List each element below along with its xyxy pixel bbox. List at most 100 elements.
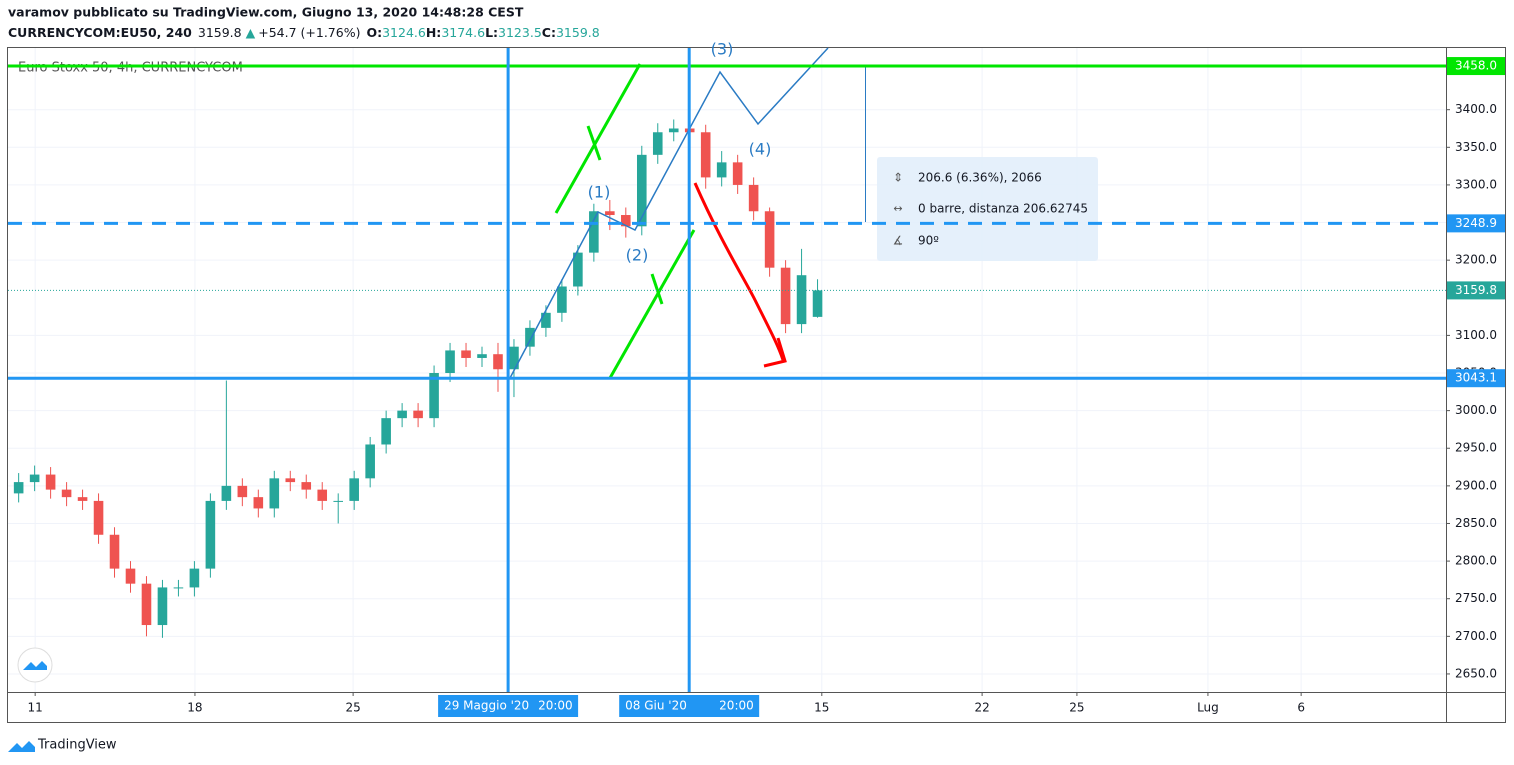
arrow: ▲ [246,25,256,40]
candle-body [621,215,631,227]
x-tick-label: 25 [1069,701,1084,715]
c-value: 3159.8 [556,25,600,40]
candle-body [397,410,407,419]
y-tick-label: 3100.0 [1455,328,1497,342]
candle-body [77,497,88,501]
candle-body [429,373,439,419]
candle-body [796,275,807,325]
grid [8,48,1446,692]
icon: ∡ [893,234,904,248]
last-price: 3159.8 [198,25,242,40]
h-value: 3174.6 [441,25,485,40]
channel-mark [586,125,602,161]
candle-body [748,184,759,212]
candle-body [589,211,599,253]
candle-body [93,500,104,535]
logo-button[interactable] [17,647,53,683]
channel-line [608,229,696,379]
candle-body [652,132,663,155]
candle-body [461,350,471,358]
x-tick-label: 11 [28,701,43,715]
wave-label: (1) [588,183,611,202]
candle-body [29,474,40,483]
candle-body [285,478,296,483]
candle-body [365,444,375,479]
candle-body [221,485,232,501]
wave-line [509,47,829,379]
y-tick-label: 3350.0 [1455,140,1497,154]
y-tick-label: 2900.0 [1455,478,1497,492]
y-tick-label: 3000.0 [1455,403,1497,417]
candle-body [812,290,823,317]
symbol: CURRENCYCOM:EU50, 240 [8,25,192,40]
candle-body [61,489,72,498]
measure-text: 206.6 (6.36%), 2066 [918,171,1042,185]
y-tick-label: 2750.0 [1455,591,1497,605]
candle-body [557,286,567,313]
price-label: 3043.1 [1455,371,1497,385]
footer-logo [8,741,35,752]
price-label: 3248.9 [1455,216,1497,230]
candle-body [109,534,120,569]
x-tick-label: 15 [814,701,829,715]
candle-body [493,354,503,370]
o-label: O: [366,25,382,40]
x-tick-label: 25 [345,701,360,715]
channel-line [554,63,642,214]
candle-body [269,478,280,509]
symbol-line: CURRENCYCOM:EU50, 240 3159.8 ▲ +54.7 (+1.76… [8,25,600,40]
price-label-bg [1447,57,1505,76]
x-tick-label: 22 [974,701,989,715]
o-value: 3124.6 [382,25,426,40]
red-arrow-head [763,337,787,368]
candle-body [253,497,264,509]
publisher: varamov pubblicato su TradingView.com, G… [8,5,524,20]
candle-body [157,587,168,626]
candle-body [541,312,551,328]
date-marker-label: 29 Maggio '20 [444,699,529,713]
channel-mark [650,273,664,305]
drawings [509,47,866,379]
candle-body [732,162,743,185]
y-tick-label: 2700.0 [1455,629,1497,643]
date-marker-bg [438,695,579,717]
candle-body [45,474,56,490]
price-label-bg [1447,369,1505,388]
l-value: 3123.5 [498,25,542,40]
footer-text: TradingView [37,738,117,753]
y-tick-label: 2650.0 [1455,666,1497,680]
frame [7,47,1506,723]
y-tick-label: 3300.0 [1455,177,1497,191]
legend: Euro Stoxx 50, 4h, CURRENCYCOM [18,61,243,76]
price-label: 3159.8 [1455,283,1497,297]
wave-label: (3) [711,40,734,59]
measure-box: ⇕ 206.6 (6.36%), 2066 ↔ 0 barre, distanz… [877,157,1098,261]
candle-body [301,482,312,490]
logo-icon [23,661,47,670]
candle-body [764,211,775,268]
candle-body [237,485,248,498]
icon: ⇕ [893,171,903,185]
candle-body [636,154,647,227]
x-tick-label: 6 [1297,701,1305,715]
date-marker-time: 20:00 [538,699,573,713]
candle-body [349,478,359,501]
date-marker-time: 20:00 [719,699,754,713]
price-label: 3458.0 [1455,59,1497,73]
icon: ↔ [893,202,902,215]
candle-body [333,500,344,502]
y-tick-label: 2800.0 [1455,554,1497,568]
wave-label: (2) [626,246,649,265]
candle-body [605,211,615,216]
candle-body [477,354,487,358]
date-marker-label: 08 Giu '20 [625,699,687,713]
candle-body [13,482,24,494]
candle-body [509,346,519,370]
c-label: C: [542,25,556,40]
candle-body [125,568,136,584]
candle-body [413,410,423,419]
measure-text: 0 barre, distanza 206.62745 [918,202,1088,216]
measure-text: 90º [918,234,939,248]
candle-body [317,489,328,501]
